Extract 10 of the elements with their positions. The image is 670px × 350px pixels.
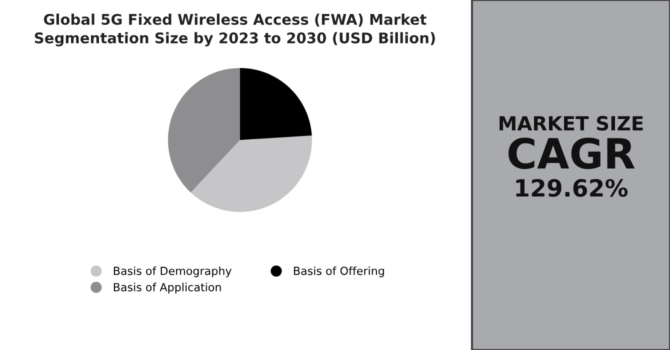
text: CAGR (508, 138, 635, 170)
legend-label: Basis of Offering (294, 266, 384, 278)
pie-slice (168, 68, 240, 192)
pie-slice (190, 135, 312, 212)
legend-label: Basis of Demography (114, 266, 232, 278)
pie-slice (240, 68, 312, 140)
legend-label: Basis of Application (114, 282, 221, 294)
text: MARKET SIZE (500, 116, 643, 131)
chart-title: Global 5G Fixed Wireless Access (FWA) Market Segmentation Size by 2023 to 2030 (USD Billion) (34, 14, 435, 46)
text: 129.62% (516, 178, 628, 197)
